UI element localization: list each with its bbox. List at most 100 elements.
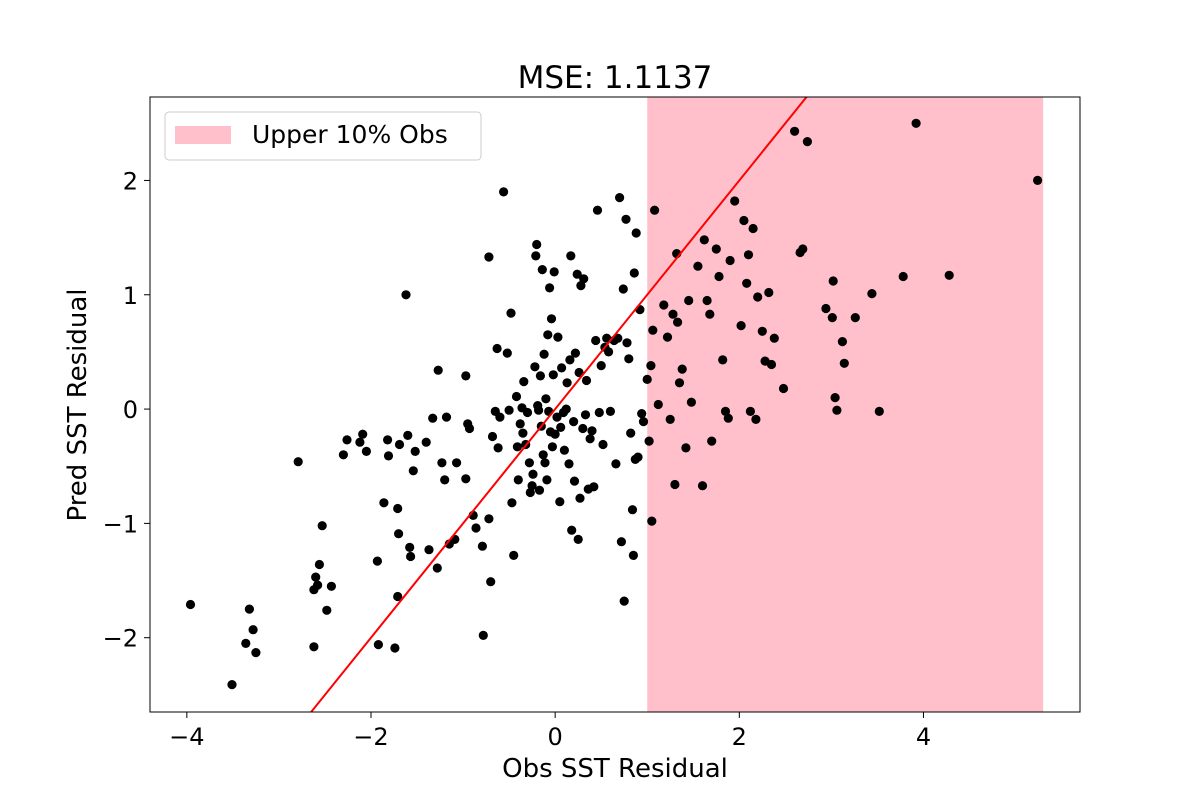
data-point: [537, 265, 547, 275]
data-point: [293, 457, 303, 467]
data-point: [548, 370, 558, 380]
data-point: [313, 580, 323, 590]
data-point: [437, 458, 447, 468]
x-tick-label: 2: [732, 723, 747, 751]
data-point: [723, 413, 733, 423]
x-axis-ticks: −4 −2 0 2 4: [169, 712, 931, 751]
data-point: [515, 419, 525, 429]
data-point: [248, 625, 258, 635]
data-point: [697, 481, 708, 491]
data-point: [561, 404, 571, 414]
data-point: [725, 255, 735, 266]
data-point: [668, 309, 678, 319]
data-point: [648, 325, 658, 335]
data-point: [495, 412, 505, 422]
data-point: [898, 271, 908, 282]
data-point: [665, 414, 675, 424]
data-point: [461, 371, 471, 381]
data-point: [534, 405, 544, 415]
legend-swatch: [175, 126, 231, 144]
data-point: [718, 355, 728, 365]
data-point: [567, 525, 577, 535]
data-point: [528, 469, 538, 479]
data-point: [714, 271, 724, 282]
data-point: [379, 498, 389, 508]
data-point: [766, 359, 777, 370]
data-point: [342, 435, 352, 445]
data-point: [686, 397, 697, 407]
data-point: [757, 326, 767, 336]
data-point: [355, 437, 365, 447]
data-point: [394, 439, 405, 450]
data-point: [338, 450, 348, 460]
data-point: [730, 196, 740, 206]
data-point: [827, 313, 837, 323]
data-point: [461, 474, 471, 484]
data-point: [674, 378, 685, 388]
data-point: [832, 405, 842, 415]
data-point: [739, 215, 749, 226]
data-point: [839, 358, 849, 368]
data-point: [631, 228, 641, 238]
data-point: [372, 556, 382, 566]
data-point: [874, 406, 884, 416]
legend-box: [164, 111, 482, 161]
data-point: [589, 482, 599, 492]
data-point: [650, 205, 660, 215]
data-point: [604, 347, 614, 357]
data-point: [578, 423, 588, 434]
data-point: [579, 274, 589, 284]
data-point: [681, 443, 691, 453]
legend: Upper 10% Obs: [164, 111, 482, 161]
data-point: [408, 466, 418, 476]
data-point: [428, 413, 438, 423]
data-point: [790, 126, 800, 136]
data-point: [504, 405, 514, 415]
y-tick-label: −1: [103, 510, 138, 538]
data-point: [509, 550, 519, 561]
data-point: [644, 436, 654, 446]
data-point: [867, 289, 877, 299]
data-point: [538, 450, 548, 460]
x-tick-label: −2: [353, 723, 388, 751]
data-point: [251, 648, 261, 658]
data-point: [433, 365, 443, 375]
data-point: [798, 244, 808, 254]
data-point: [545, 283, 555, 293]
data-point: [314, 559, 324, 570]
data-point: [594, 407, 604, 418]
data-point: [618, 284, 628, 294]
data-point: [487, 431, 498, 442]
data-point: [506, 308, 516, 318]
data-point: [743, 250, 754, 260]
data-point: [748, 223, 758, 234]
data-point: [592, 205, 603, 215]
data-point: [911, 118, 921, 128]
data-point: [543, 330, 553, 340]
data-point: [569, 417, 579, 427]
data-point: [751, 414, 761, 424]
data-point: [693, 261, 703, 271]
data-point: [542, 475, 552, 485]
data-point: [513, 475, 523, 485]
data-point: [393, 591, 403, 602]
data-point: [477, 541, 487, 551]
data-point: [557, 363, 567, 373]
data-point: [647, 516, 657, 526]
data-point: [383, 451, 394, 461]
data-point: [705, 309, 715, 319]
y-tick-label: 1: [123, 282, 138, 310]
data-point: [531, 251, 541, 261]
data-point: [615, 193, 625, 203]
data-point: [570, 348, 581, 358]
data-point: [530, 362, 540, 372]
data-point: [602, 333, 612, 343]
data-point: [821, 303, 831, 314]
data-point: [633, 452, 643, 462]
data-point: [394, 529, 404, 539]
data-point: [637, 409, 647, 419]
data-point: [581, 375, 592, 386]
chart-title: MSE: 1.1137: [518, 60, 713, 96]
data-point: [326, 581, 336, 591]
